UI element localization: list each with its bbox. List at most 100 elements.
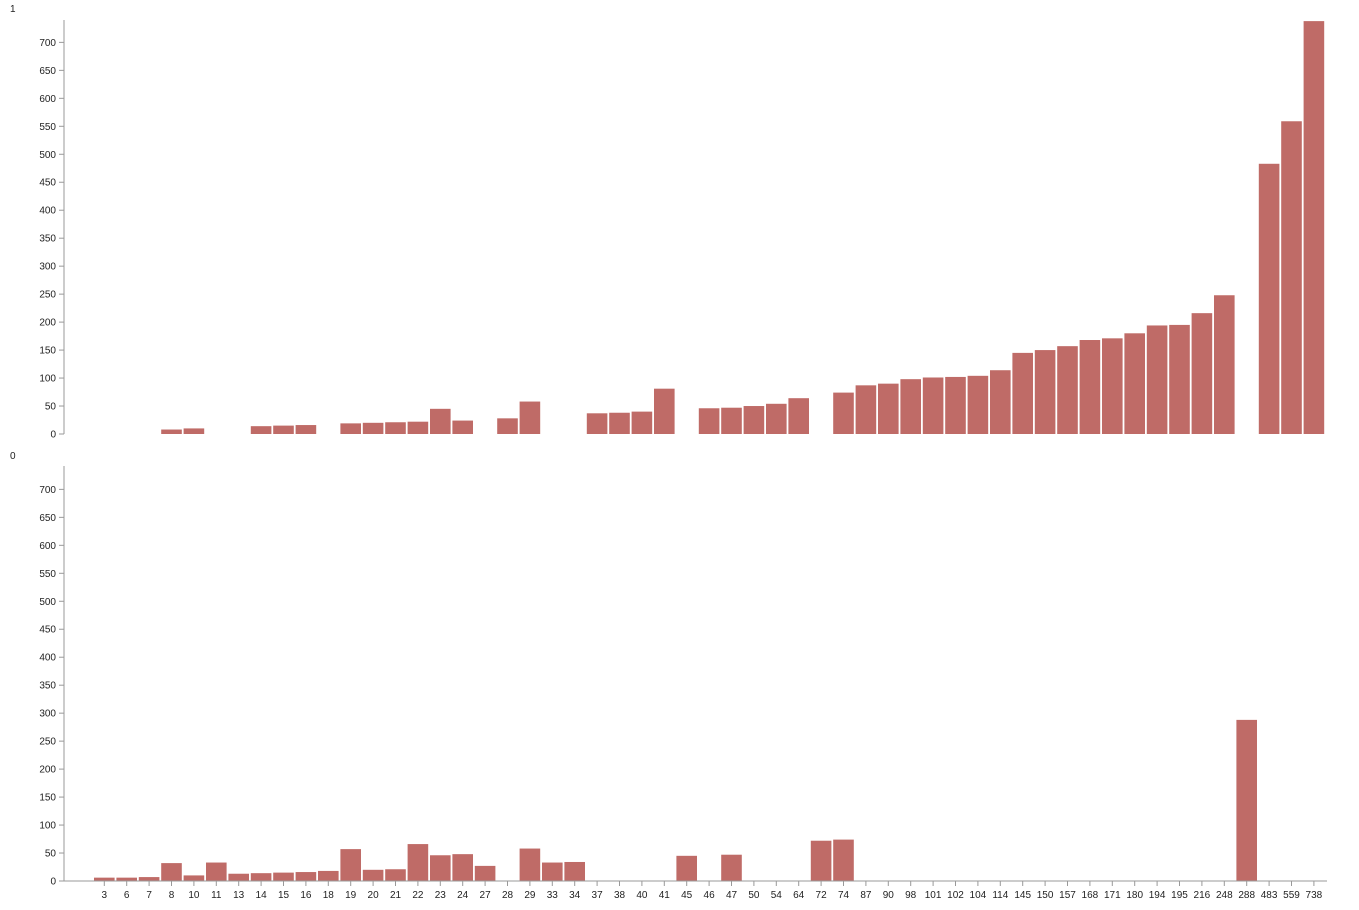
bar-157 [1057,346,1078,434]
x-tick-label: 171 [1104,890,1121,901]
x-tick-label: 7 [146,890,152,901]
bar-33 [542,862,563,881]
y-tick-label: 200 [39,765,56,776]
bar-37 [586,413,608,434]
y-tick-label: 400 [39,206,56,217]
y-tick-label: 350 [39,234,56,245]
bar-29 [519,401,541,434]
x-tick-label: 45 [681,890,693,901]
bar-74 [833,392,854,434]
bar-11 [206,862,227,881]
x-tick-label: 157 [1059,890,1076,901]
x-tick-label: 98 [905,890,917,901]
bar-171 [1102,338,1123,434]
x-tick-label: 87 [860,890,872,901]
bar-6 [116,877,137,881]
bar-21 [385,869,406,881]
bar-24 [452,854,473,881]
bar-16 [295,872,317,881]
y-tick-label: 550 [39,122,56,133]
x-tick-label: 150 [1037,890,1054,901]
y-tick-label: 400 [39,653,56,664]
bar-20 [362,869,384,881]
y-tick-label: 100 [39,821,56,832]
bar-47 [721,854,742,881]
x-tick-label: 19 [345,890,357,901]
x-tick-label: 47 [726,890,738,901]
x-tick-label: 33 [547,890,559,901]
bar-248 [1214,295,1235,434]
y-tick-label: 500 [39,597,56,608]
bar-288 [1236,719,1257,881]
bar-3 [94,877,115,881]
y-tick-label: 200 [39,318,56,329]
y-tick-label: 650 [39,513,56,524]
bar-21 [385,422,406,434]
bar-180 [1124,333,1145,434]
x-tick-label: 74 [838,890,850,901]
bar-150 [1034,350,1056,434]
bar-54 [766,403,787,434]
x-tick-label: 21 [390,890,402,901]
y-tick-label: 450 [39,178,56,189]
y-tick-label: 600 [39,541,56,552]
x-tick-label: 216 [1194,890,1211,901]
bar-22 [407,421,429,434]
x-tick-label: 18 [323,890,335,901]
y-tick-label: 450 [39,625,56,636]
bar-28 [497,418,518,434]
x-tick-label: 50 [748,890,760,901]
bar-19 [340,423,361,434]
chart-panel-1: 0050100150200250300350400450500550600650… [10,451,1327,901]
x-tick-label: 194 [1149,890,1166,901]
y-tick-label: 150 [39,793,56,804]
x-tick-label: 28 [502,890,514,901]
bar-20 [362,422,384,434]
bar-24 [452,420,473,434]
x-tick-label: 10 [188,890,200,901]
bar-483 [1258,163,1280,434]
bar-14 [250,873,272,881]
x-tick-label: 168 [1082,890,1099,901]
bar-14 [250,426,272,434]
bar-8 [161,863,182,881]
x-tick-label: 72 [816,890,828,901]
y-tick-label: 700 [39,485,56,496]
x-tick-label: 20 [368,890,380,901]
x-tick-label: 738 [1306,890,1323,901]
bar-19 [340,849,361,881]
x-tick-label: 37 [592,890,604,901]
bar-34 [564,861,585,881]
y-tick-label: 250 [39,290,56,301]
x-tick-label: 29 [524,890,536,901]
bar-50 [743,406,765,434]
x-tick-label: 14 [256,890,268,901]
x-tick-label: 559 [1283,890,1300,901]
y-tick-label: 550 [39,569,56,580]
bar-46 [698,408,720,434]
bar-8 [161,429,182,434]
bar-87 [855,385,877,434]
x-tick-label: 40 [636,890,648,901]
bar-45 [676,855,697,881]
x-tick-label: 24 [457,890,469,901]
x-tick-label: 64 [793,890,805,901]
bar-98 [900,379,921,434]
bar-18 [318,870,339,881]
panel-label: 0 [10,451,16,462]
bar-10 [183,428,205,434]
bar-90 [878,383,899,434]
x-tick-label: 8 [169,890,175,901]
x-tick-label: 13 [233,890,245,901]
x-tick-label: 6 [124,890,130,901]
bar-23 [430,855,451,881]
bar-38 [609,412,630,434]
y-tick-label: 50 [45,849,57,860]
x-tick-label: 248 [1216,890,1233,901]
x-tick-label: 15 [278,890,290,901]
x-tick-label: 23 [435,890,447,901]
bar-102 [945,376,966,434]
bar-74 [833,839,854,881]
